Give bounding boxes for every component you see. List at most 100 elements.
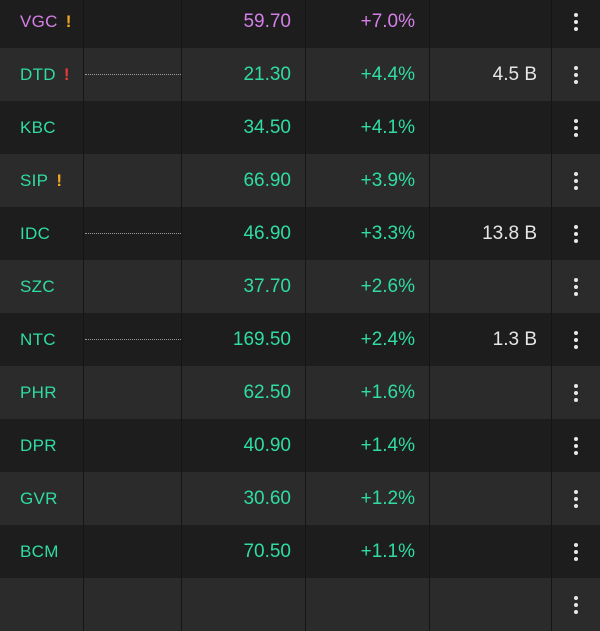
sparkline-cell — [84, 313, 182, 366]
price-cell: 37.70 — [182, 260, 306, 313]
table-row[interactable]: SIP ! 66.90 +3.9% — [0, 154, 600, 207]
sparkline-cell — [84, 419, 182, 472]
volume-cell — [430, 366, 552, 419]
table-row[interactable]: GVR 30.60 +1.2% — [0, 472, 600, 525]
volume-cell — [430, 260, 552, 313]
warning-icon: ! — [65, 11, 72, 31]
symbol-cell[interactable]: VGC ! — [0, 0, 84, 48]
change-cell — [306, 578, 430, 631]
sparkline-cell — [84, 101, 182, 154]
sparkline-cell — [84, 0, 182, 48]
row-menu-cell[interactable] — [552, 101, 600, 154]
change-cell: +1.2% — [306, 472, 430, 525]
ticker-symbol: DTD — [20, 64, 56, 84]
symbol-cell[interactable]: DTD ! — [0, 48, 84, 101]
table-row[interactable]: DTD ! 21.30 +4.4% 4.5 B — [0, 48, 600, 101]
volume-cell — [430, 154, 552, 207]
sparkline-cell — [84, 48, 182, 101]
volume-cell: 4.5 B — [430, 48, 552, 101]
table-row[interactable]: SZC 37.70 +2.6% — [0, 260, 600, 313]
volume-cell — [430, 578, 552, 631]
more-vertical-icon[interactable] — [574, 542, 578, 561]
row-menu-cell[interactable] — [552, 154, 600, 207]
row-menu-cell[interactable] — [552, 207, 600, 260]
more-vertical-icon[interactable] — [574, 436, 578, 455]
price-cell: 59.70 — [182, 0, 306, 48]
more-vertical-icon[interactable] — [574, 171, 578, 190]
table-row[interactable]: VGC ! 59.70 +7.0% — [0, 0, 600, 48]
more-vertical-icon[interactable] — [574, 330, 578, 349]
symbol-cell[interactable]: SIP ! — [0, 154, 84, 207]
symbol-cell[interactable]: PHR — [0, 366, 84, 419]
more-vertical-icon[interactable] — [574, 277, 578, 296]
symbol-cell[interactable]: SZC — [0, 260, 84, 313]
row-menu-cell[interactable] — [552, 0, 600, 48]
row-menu-cell[interactable] — [552, 48, 600, 101]
sparkline — [85, 74, 181, 75]
more-vertical-icon[interactable] — [574, 118, 578, 137]
change-cell: +2.4% — [306, 313, 430, 366]
table-row[interactable] — [0, 578, 600, 631]
ticker-symbol: NTC — [20, 329, 56, 349]
more-vertical-icon[interactable] — [574, 489, 578, 508]
symbol-cell[interactable]: IDC — [0, 207, 84, 260]
more-vertical-icon[interactable] — [574, 595, 578, 614]
table-row[interactable]: IDC 46.90 +3.3% 13.8 B — [0, 207, 600, 260]
price-cell: 30.60 — [182, 472, 306, 525]
table-row[interactable]: NTC 169.50 +2.4% 1.3 B — [0, 313, 600, 366]
warning-icon: ! — [56, 170, 62, 190]
more-vertical-icon[interactable] — [574, 383, 578, 402]
change-cell: +1.6% — [306, 366, 430, 419]
ticker-symbol: DPR — [20, 435, 57, 455]
price-cell: 66.90 — [182, 154, 306, 207]
row-menu-cell[interactable] — [552, 472, 600, 525]
change-cell: +7.0% — [306, 0, 430, 48]
sparkline — [85, 339, 181, 340]
sparkline-cell — [84, 207, 182, 260]
change-cell: +4.1% — [306, 101, 430, 154]
volume-cell: 13.8 B — [430, 207, 552, 260]
ticker-symbol: PHR — [20, 382, 57, 402]
row-menu-cell[interactable] — [552, 419, 600, 472]
ticker-symbol: BCM — [20, 541, 59, 561]
row-menu-cell[interactable] — [552, 260, 600, 313]
change-cell: +2.6% — [306, 260, 430, 313]
sparkline-cell — [84, 366, 182, 419]
symbol-cell[interactable]: GVR — [0, 472, 84, 525]
price-cell — [182, 578, 306, 631]
more-vertical-icon[interactable] — [574, 65, 578, 84]
symbol-cell[interactable]: NTC — [0, 313, 84, 366]
row-menu-cell[interactable] — [552, 313, 600, 366]
sparkline-cell — [84, 578, 182, 631]
table-row[interactable]: DPR 40.90 +1.4% — [0, 419, 600, 472]
sparkline-cell — [84, 472, 182, 525]
ticker-symbol: IDC — [20, 223, 51, 243]
price-cell: 21.30 — [182, 48, 306, 101]
volume-cell — [430, 0, 552, 48]
table-row[interactable]: KBC 34.50 +4.1% — [0, 101, 600, 154]
ticker-symbol: SZC — [20, 276, 55, 296]
table-row[interactable]: PHR 62.50 +1.6% — [0, 366, 600, 419]
price-cell: 70.50 — [182, 525, 306, 578]
ticker-symbol: KBC — [20, 117, 56, 137]
volume-cell — [430, 101, 552, 154]
symbol-cell[interactable]: KBC — [0, 101, 84, 154]
more-vertical-icon[interactable] — [574, 12, 578, 31]
price-cell: 46.90 — [182, 207, 306, 260]
symbol-cell[interactable]: DPR — [0, 419, 84, 472]
row-menu-cell[interactable] — [552, 578, 600, 631]
change-cell: +3.9% — [306, 154, 430, 207]
sparkline-cell — [84, 260, 182, 313]
table-row[interactable]: BCM 70.50 +1.1% — [0, 525, 600, 578]
volume-cell: 1.3 B — [430, 313, 552, 366]
symbol-cell[interactable] — [0, 578, 84, 631]
symbol-cell[interactable]: BCM — [0, 525, 84, 578]
price-cell: 169.50 — [182, 313, 306, 366]
volume-cell — [430, 525, 552, 578]
sparkline-cell — [84, 525, 182, 578]
ticker-symbol: GVR — [20, 488, 58, 508]
row-menu-cell[interactable] — [552, 525, 600, 578]
more-vertical-icon[interactable] — [574, 224, 578, 243]
row-menu-cell[interactable] — [552, 366, 600, 419]
